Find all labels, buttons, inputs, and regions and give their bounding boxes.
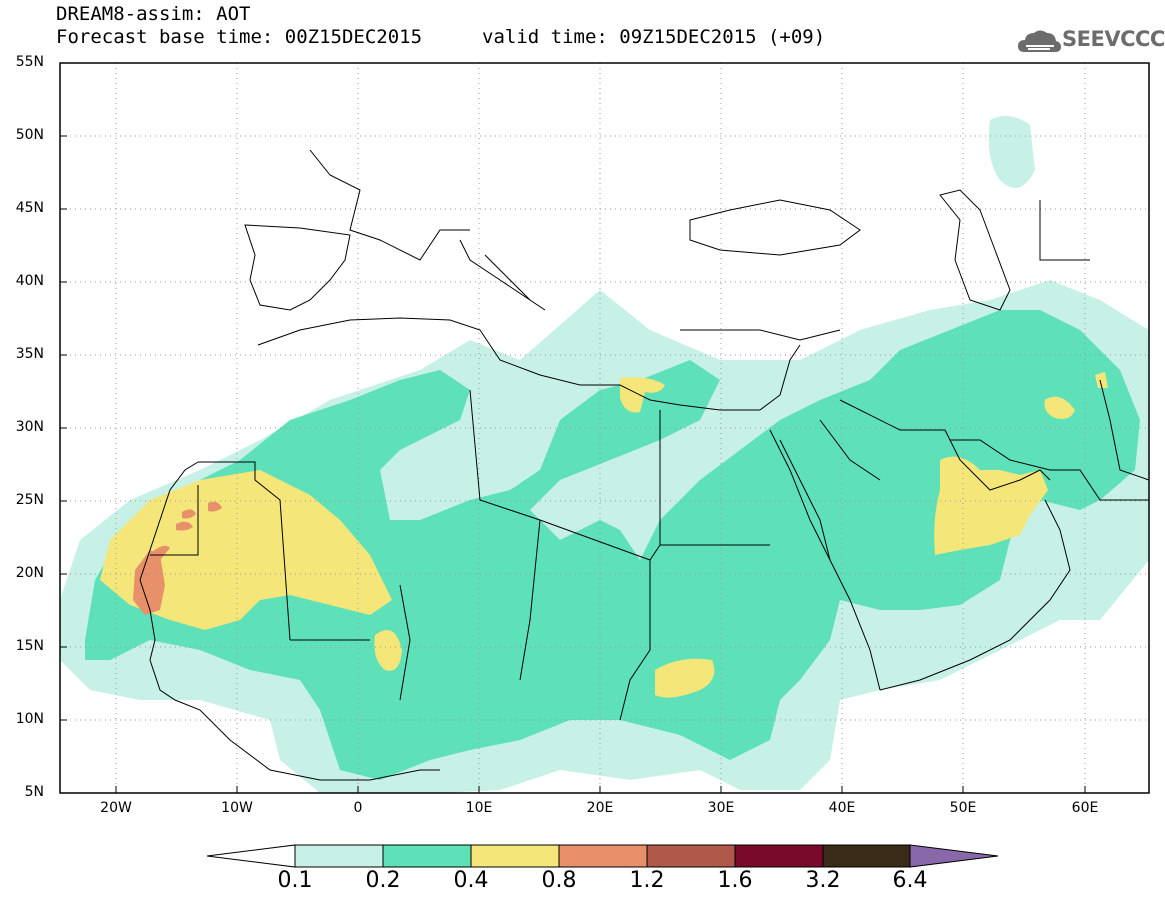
colorbar-bin: [470, 844, 560, 868]
colorbar-bin: [558, 844, 648, 868]
colorbar: [206, 844, 999, 868]
colorbar-bin: [822, 844, 911, 868]
lon-label: 10W: [221, 800, 253, 816]
colorbar-high-arrow: [909, 844, 999, 868]
lon-label: 60E: [1071, 800, 1099, 816]
aot-fields: [60, 116, 1149, 793]
colorbar-label: 0.4: [453, 868, 489, 893]
lon-label: 30E: [707, 800, 735, 816]
lat-label: 25N: [15, 492, 44, 508]
lat-label: 45N: [15, 200, 44, 216]
colorbar-low-arrow: [206, 844, 296, 868]
lat-label: 50N: [15, 127, 44, 143]
lat-label: 15N: [15, 638, 44, 654]
lon-label: 20W: [100, 800, 132, 816]
colorbar-label: 1.6: [717, 868, 753, 893]
valid-time: valid time: 09Z15DEC2015 (+09): [482, 26, 826, 48]
chart-title: DREAM8-assim: AOT: [56, 3, 251, 25]
lon-label: 0: [353, 800, 363, 816]
colorbar-label: 0.1: [277, 868, 313, 893]
colorbar-bin: [294, 844, 384, 868]
graticule: [60, 63, 1149, 793]
colorbar-bin: [734, 844, 824, 868]
lon-label: 10E: [465, 800, 493, 816]
colorbar-label: 0.2: [365, 868, 401, 893]
colorbar-label: 1.2: [629, 868, 665, 893]
colorbar-label: 0.8: [541, 868, 577, 893]
logo-text: SEEVCCC: [1062, 27, 1165, 51]
colorbar-label: 6.4: [892, 868, 928, 893]
lat-label: 30N: [15, 419, 44, 435]
colorbar-bin: [382, 844, 472, 868]
lat-label: 20N: [15, 565, 44, 581]
lon-label: 40E: [828, 800, 856, 816]
forecast-base-time: Forecast base time: 00Z15DEC2015: [56, 26, 423, 48]
lat-label: 10N: [15, 711, 44, 727]
lat-label: 40N: [15, 273, 44, 289]
cloud-icon: [1018, 30, 1061, 52]
lon-label: 20E: [586, 800, 614, 816]
lon-label: 50E: [949, 800, 977, 816]
lat-label: 55N: [15, 54, 44, 70]
colorbar-bin: [646, 844, 736, 868]
coastlines: [139, 149, 1149, 781]
lat-label: 5N: [24, 784, 44, 800]
lat-label: 35N: [15, 346, 44, 362]
colorbar-label: 3.2: [805, 868, 841, 893]
